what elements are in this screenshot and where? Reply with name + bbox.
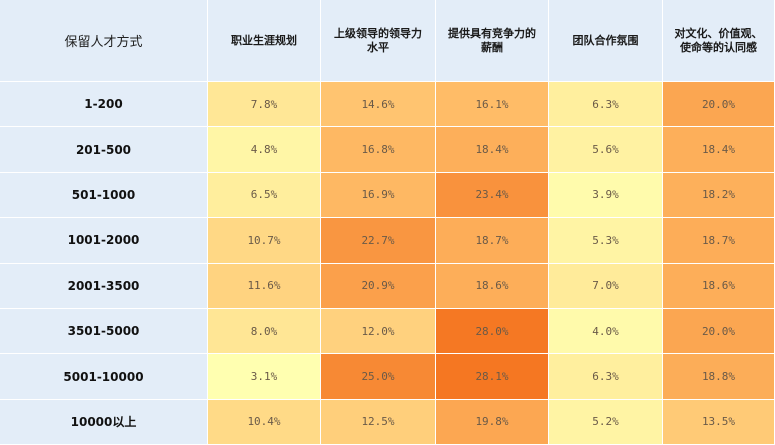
corner-header: 保留人才方式 bbox=[0, 0, 208, 82]
row-label: 3501-5000 bbox=[0, 308, 208, 355]
column-header: 职业生涯规划 bbox=[208, 0, 321, 82]
column-header: 对文化、价值观、 使命等的认同感 bbox=[663, 0, 775, 82]
column-header: 上级领导的领导力 水平 bbox=[321, 0, 436, 82]
row-label: 1-200 bbox=[0, 82, 208, 128]
heatmap-cell: 20.0% bbox=[663, 308, 775, 355]
heatmap-cell: 18.4% bbox=[663, 127, 775, 173]
column-header: 提供具有竞争力的 薪酬 bbox=[436, 0, 549, 82]
heatmap-cell: 28.1% bbox=[436, 354, 549, 400]
heatmap-cell: 7.0% bbox=[549, 263, 663, 309]
heatmap-cell: 19.8% bbox=[436, 399, 549, 445]
heatmap-cell: 28.0% bbox=[436, 308, 549, 355]
row-label: 501-1000 bbox=[0, 172, 208, 219]
heatmap-cell: 6.5% bbox=[208, 172, 321, 219]
heatmap-cell: 10.7% bbox=[208, 218, 321, 264]
heatmap-cell: 3.1% bbox=[208, 354, 321, 400]
heatmap-cell: 5.3% bbox=[549, 218, 663, 264]
heatmap-cell: 13.5% bbox=[663, 399, 775, 445]
heatmap-cell: 16.1% bbox=[436, 82, 549, 128]
heatmap-cell: 14.6% bbox=[321, 82, 436, 128]
heatmap-cell: 23.4% bbox=[436, 172, 549, 219]
heatmap-cell: 4.0% bbox=[549, 308, 663, 355]
heatmap-cell: 12.5% bbox=[321, 399, 436, 445]
heatmap-cell: 22.7% bbox=[321, 218, 436, 264]
heatmap-cell: 7.8% bbox=[208, 82, 321, 128]
heatmap-cell: 20.0% bbox=[663, 82, 775, 128]
heatmap-cell: 18.2% bbox=[663, 172, 775, 219]
heatmap-cell: 18.6% bbox=[663, 263, 775, 309]
heatmap-cell: 6.3% bbox=[549, 354, 663, 400]
heatmap-cell: 18.6% bbox=[436, 263, 549, 309]
heatmap-cell: 6.3% bbox=[549, 82, 663, 128]
column-header: 团队合作氛围 bbox=[549, 0, 663, 82]
heatmap-cell: 4.8% bbox=[208, 127, 321, 173]
heatmap-cell: 18.8% bbox=[663, 354, 775, 400]
heatmap-cell: 5.6% bbox=[549, 127, 663, 173]
heatmap-cell: 3.9% bbox=[549, 172, 663, 219]
row-label: 10000以上 bbox=[0, 399, 208, 445]
row-label: 1001-2000 bbox=[0, 218, 208, 264]
heatmap-cell: 11.6% bbox=[208, 263, 321, 309]
row-label: 2001-3500 bbox=[0, 263, 208, 309]
heatmap-cell: 16.8% bbox=[321, 127, 436, 173]
heatmap-cell: 16.9% bbox=[321, 172, 436, 219]
heatmap-cell: 12.0% bbox=[321, 308, 436, 355]
heatmap-cell: 10.4% bbox=[208, 399, 321, 445]
heatmap-cell: 8.0% bbox=[208, 308, 321, 355]
heatmap-cell: 18.7% bbox=[663, 218, 775, 264]
heatmap-cell: 5.2% bbox=[549, 399, 663, 445]
heatmap-cell: 18.7% bbox=[436, 218, 549, 264]
heatmap-cell: 25.0% bbox=[321, 354, 436, 400]
row-label: 201-500 bbox=[0, 127, 208, 173]
row-label: 5001-10000 bbox=[0, 354, 208, 400]
heatmap-cell: 18.4% bbox=[436, 127, 549, 173]
heatmap-cell: 20.9% bbox=[321, 263, 436, 309]
